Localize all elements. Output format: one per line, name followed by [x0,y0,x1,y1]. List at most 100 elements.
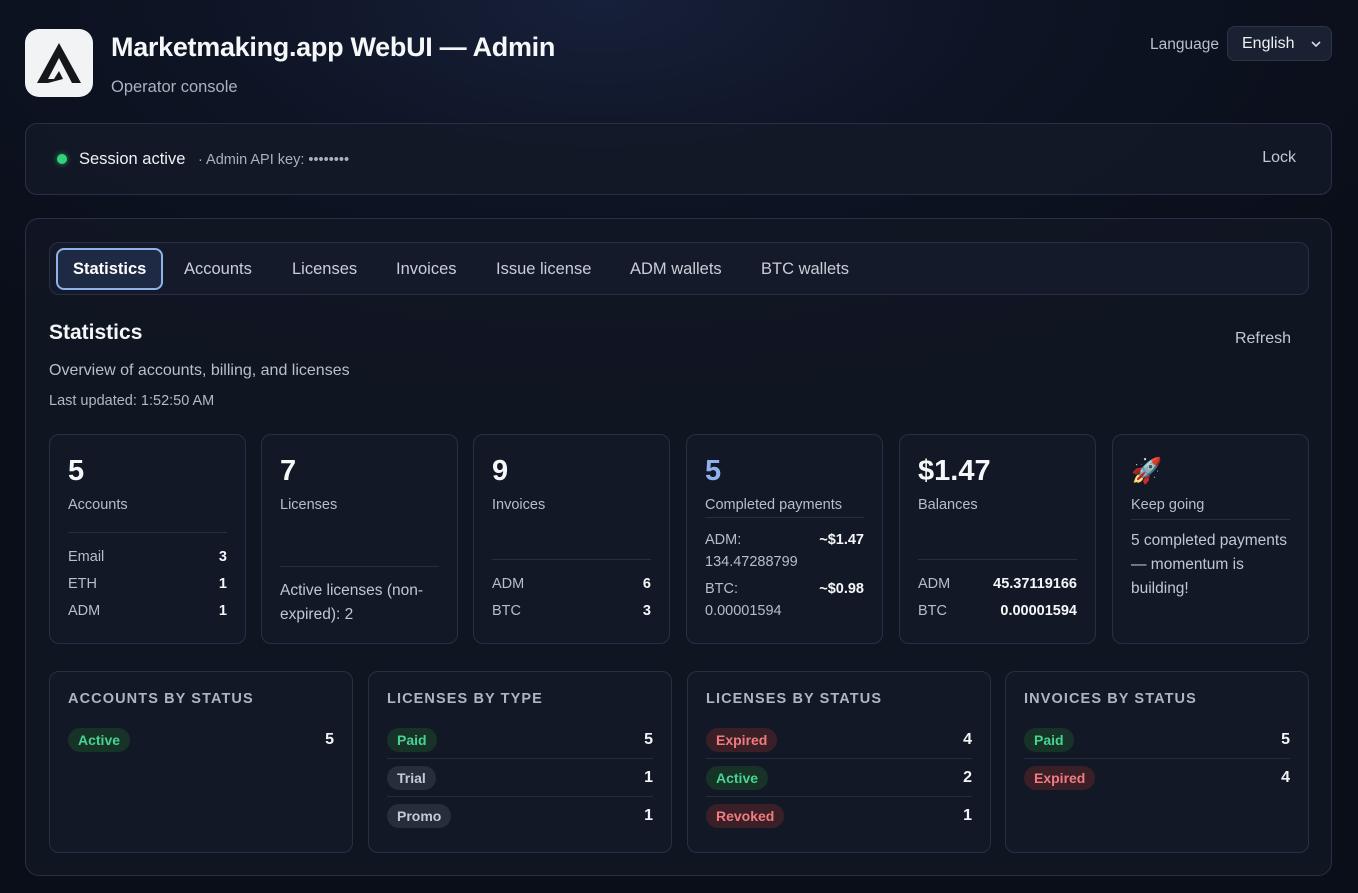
stat-row: BTC 0.00001594 [918,603,1077,619]
stat-row: Email 3 [68,549,227,565]
tab-accounts[interactable]: Accounts [184,259,252,278]
last-updated: Last updated: 1:52:50 AM [49,393,215,409]
status-row: Paid 5 [387,721,653,759]
status-row: Promo 1 [387,797,653,835]
stat-value: 7 [280,455,297,487]
card-heading: INVOICES BY STATUS [1024,691,1197,707]
app-header: Marketmaking.app WebUI — Admin Operator … [25,26,1332,99]
status-row: Active 5 [68,721,334,759]
status-count: 5 [1281,730,1290,748]
card-heading: ACCOUNTS BY STATUS [68,691,254,707]
stat-row-value: 1 [218,576,227,592]
divider [918,559,1077,560]
stat-row: ADM 6 [492,576,651,592]
stat-note: 5 completed payments — momentum is build… [1131,532,1287,597]
logo-mark-icon [37,43,81,83]
status-badge: Active [68,728,131,752]
stat-row-value: 6 [642,576,651,592]
language-label: Language [1150,36,1219,53]
app-title: Marketmaking.app WebUI — Admin [111,32,556,62]
status-count: 1 [644,807,653,824]
payment-row-btc: BTC: 0.00001594 ~$0.98 [705,578,864,622]
rocket-icon: 🚀 [1131,457,1163,485]
app-subtitle: Operator console [111,78,238,96]
payment-amount-usd: ~$1.47 [819,532,864,548]
app-logo [25,29,93,97]
stat-row-key: ADM [68,603,101,619]
tab-statistics[interactable]: Statistics [56,248,164,290]
status-badge: Expired [1024,766,1096,790]
tab-btc-wallets[interactable]: BTC wallets [761,259,850,278]
stat-value: 5 [705,455,722,487]
stat-card-licenses: 7 Licenses Active licenses (non-expired)… [261,434,458,644]
divider [280,566,439,567]
invoices-by-status-card: INVOICES BY STATUS Paid 5 Expired 4 [1005,671,1309,853]
stat-row-value: 0.00001594 [1000,603,1077,619]
stat-row-value: 45.37119166 [993,576,1077,592]
stat-row: ADM 1 [68,603,227,619]
tab-invoices[interactable]: Invoices [396,259,457,278]
status-badge: Promo [387,804,452,828]
payment-key: BTC: [705,581,739,597]
tab-issue-license[interactable]: Issue license [496,259,592,278]
status-dot-icon [57,154,67,164]
payment-amount-crypto: 0.00001594 [705,603,782,619]
api-key-text: · Admin API key: •••••••• [198,152,350,168]
status-count: 4 [963,730,972,748]
card-heading: LICENSES BY STATUS [706,691,883,707]
status-badge: Paid [387,727,437,752]
stat-row-key: Email [68,549,105,565]
tab-bar: Statistics Accounts Licenses Invoices Is… [49,242,1309,295]
status-count: 5 [325,731,334,748]
stat-value: 9 [492,455,509,487]
stat-value: 5 [68,455,85,487]
status-count: 2 [963,768,972,786]
divider [68,532,227,533]
licenses-by-status-card: LICENSES BY STATUS Expired 4 Active 2 Re… [687,671,991,853]
payment-row-adm: ADM: 134.47288799 ~$1.47 [705,529,864,573]
divider [705,517,864,518]
section-description: Overview of accounts, billing, and licen… [49,362,350,379]
status-row: Active 2 [706,759,972,797]
stat-card-accounts: 5 Accounts Email 3 ETH 1 ADM 1 [49,434,246,644]
refresh-button[interactable]: Refresh [1234,330,1291,347]
stat-row-value: 3 [642,603,651,619]
status-badge: Revoked [706,804,785,828]
stat-row: ETH 1 [68,576,227,592]
stat-card-payments: 5 Completed payments ADM: 134.47288799 ~… [686,434,883,644]
lock-button[interactable]: Lock [1262,149,1296,166]
stat-label: Licenses [280,497,338,513]
session-status: Session active [79,150,186,168]
payment-amount-usd: ~$0.98 [819,581,864,597]
status-row: Paid 5 [1024,721,1290,759]
status-count: 4 [1281,769,1290,786]
payment-key: ADM: [705,532,742,548]
status-row: Expired 4 [1024,759,1290,797]
stat-row-key: ADM [918,576,951,592]
stat-row: BTC 3 [492,603,651,619]
status-badge: Active [706,765,769,790]
licenses-by-type-card: LICENSES BY TYPE Paid 5 Trial 1 Promo 1 [368,671,672,853]
status-count: 1 [963,807,972,824]
stat-note: Active licenses (non-expired): 2 [280,582,424,623]
section-title: Statistics [49,321,143,344]
stat-row-value: 3 [218,549,227,565]
accounts-by-status-card: ACCOUNTS BY STATUS Active 5 [49,671,353,853]
card-heading: LICENSES BY TYPE [387,691,543,707]
status-count: 1 [644,768,653,786]
chevron-down-icon [1311,41,1321,48]
stat-row: ADM 45.37119166 [918,576,1077,592]
tab-adm-wallets[interactable]: ADM wallets [630,259,722,278]
stat-card-motivation: 🚀 Keep going 5 completed payments — mome… [1112,434,1309,644]
language-select[interactable]: English [1227,26,1332,61]
status-badge: Trial [387,765,436,790]
tab-licenses[interactable]: Licenses [292,259,358,278]
stat-row-key: BTC [492,603,521,619]
stat-card-invoices: 9 Invoices ADM 6 BTC 3 [473,434,670,644]
status-badge: Expired [706,727,778,752]
stat-label: Keep going [1131,497,1205,513]
stat-row-value: 1 [218,603,227,619]
status-badge: Paid [1024,727,1074,752]
stat-row-key: BTC [918,603,947,619]
